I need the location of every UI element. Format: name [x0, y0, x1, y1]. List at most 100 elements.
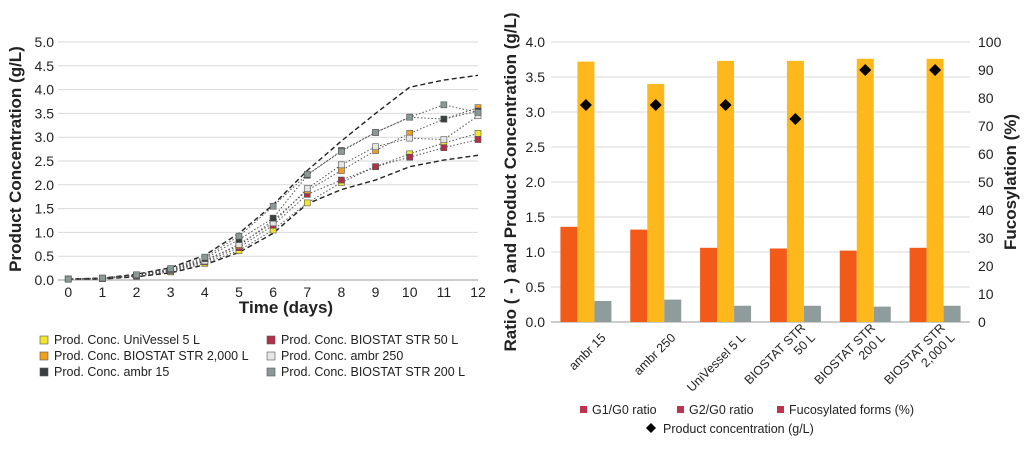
line-chart-point	[99, 274, 106, 282]
bar-chart-bar	[943, 305, 961, 322]
line-chart-legend-swatch	[39, 367, 49, 377]
bar-chart-legend-swatch	[677, 406, 684, 413]
line-chart-point	[338, 161, 345, 169]
bar-chart-y2-tick-label: 100	[978, 34, 1002, 50]
bar-chart-y-tick-label: 3.5	[526, 69, 546, 85]
bar-chart-bar	[630, 229, 648, 322]
line-chart-x-tick-label: 11	[437, 284, 452, 300]
bar-chart-bar	[717, 60, 735, 323]
line-chart-x-tick-label: 0	[64, 284, 72, 300]
line-chart-point	[440, 136, 448, 143]
line-chart-point	[338, 176, 345, 184]
line-chart-point	[406, 153, 414, 161]
bar-chart-y2-tick-label: 20	[978, 258, 994, 274]
line-chart-legend-swatch	[39, 335, 49, 345]
line-chart-y-ticks: 0.0 0.5 1.0 1.5 2.0 2.5 3.0 3.5 4.0 4.5 5.0	[35, 34, 55, 288]
bar-chart-bar	[577, 61, 595, 322]
line-chart-point	[338, 148, 345, 155]
line-chart-bounds	[68, 74, 479, 280]
line-chart-x-tick-label: 6	[269, 284, 277, 300]
line-chart-point	[201, 253, 209, 261]
line-chart-x-tick-label: 1	[98, 284, 106, 300]
line-chart-y-tick-label: 0.5	[35, 248, 55, 264]
bar-chart-gridlines	[551, 41, 970, 323]
bar-chart-y-tick-label: 0.5	[526, 279, 546, 295]
line-chart-legend-label: Prod. Conc. BIOSTAT STR 2,000 L	[54, 349, 249, 363]
line-chart-point	[440, 144, 448, 151]
bar-chart-bar	[926, 58, 944, 323]
bar-chart-y-tick-label: 0.0	[526, 314, 546, 330]
bar-chart-y-tick-label: 1.0	[526, 244, 546, 260]
bar-chart: 0.0 0.5 1.0 1.5 2.0 2.5 3.0 3.5 4.0 0 10 20 30 40 50 6…	[501, 12, 1020, 436]
bar-chart-category-label: ambr 250	[631, 331, 678, 378]
line-chart-y-tick-label: 4.5	[35, 58, 55, 74]
bar-chart-category-label: UniVessel 5 L	[684, 331, 748, 395]
line-chart-point	[474, 136, 482, 143]
bar-chart-y2-tick-label: 40	[978, 202, 994, 218]
bar-chart-legend-swatch	[580, 406, 587, 413]
bar-chart-y2-tick-label: 70	[978, 118, 994, 134]
line-chart-legend-label: Prod. Conc. ambr 15	[54, 365, 169, 379]
line-chart-point	[133, 271, 140, 279]
bar-chart-bar	[664, 299, 682, 322]
line-chart-y-tick-label: 1.5	[35, 201, 55, 217]
line-chart-y-axis-title: Product Concentration (g/L)	[6, 46, 25, 272]
line-chart-point	[303, 199, 311, 207]
line-chart-point	[269, 214, 277, 222]
bar-chart-y2-tick-label: 0	[978, 314, 986, 330]
line-chart-series-line	[68, 107, 479, 280]
bar-chart-y-tick-label: 3.0	[526, 104, 546, 120]
line-chart-legend-label: Prod. Conc. BIOSTAT STR 50 L	[281, 333, 458, 347]
line-chart-point	[372, 129, 379, 136]
line-chart-legend-label: Prod. Conc. ambr 250	[281, 349, 403, 363]
line-chart-y-tick-label: 4.0	[35, 82, 55, 98]
bar-chart-legend-marker-label: Product concentration (g/L)	[663, 422, 814, 436]
bar-chart-legend-label: G2/G0 ratio	[689, 403, 754, 417]
bar-chart-bar	[769, 248, 787, 322]
bar-chart-y-tick-label: 2.0	[526, 174, 546, 190]
bar-chart-marker	[719, 99, 732, 111]
bar-chart-legend-label: Fucosylated forms (%)	[789, 403, 914, 417]
bar-chart-bar	[839, 250, 857, 322]
bar-chart-marker	[929, 64, 942, 76]
bar-chart-bar	[734, 305, 752, 322]
line-chart-series-line	[68, 104, 479, 280]
bar-chart-legend: G1/G0 ratio G2/G0 ratio Fucosylated forms …	[580, 403, 914, 436]
line-chart-y-tick-label: 3.5	[35, 105, 55, 121]
bar-chart-legend-marker	[646, 423, 656, 433]
line-chart-point	[269, 202, 277, 210]
line-chart-legend-swatch	[266, 335, 276, 345]
bar-chart-marker	[579, 99, 592, 111]
bar-chart-bar	[803, 305, 821, 322]
bar-chart-bar	[873, 306, 891, 322]
bar-chart-category-label-line: UniVessel 5 L	[684, 331, 748, 395]
bar-chart-marker	[859, 64, 872, 76]
bar-chart-bar	[700, 247, 718, 322]
line-chart-x-tick-label: 9	[372, 284, 380, 300]
bar-chart-legend-label: G1/G0 ratio	[592, 403, 657, 417]
bar-chart-legend-swatch	[777, 406, 784, 413]
bar-chart-y2-tick-label: 60	[978, 146, 994, 162]
line-chart-point	[372, 143, 379, 151]
line-chart-legend-label: Prod. Conc. BIOSTAT STR 200 L	[281, 365, 465, 379]
line-chart-series-line	[68, 110, 479, 280]
line-chart-y-tick-label: 3.0	[35, 129, 55, 145]
bar-chart-marker	[789, 113, 802, 125]
line-chart-legend-label: Prod. Conc. UniVessel 5 L	[54, 333, 200, 347]
line-chart-legend-swatch	[266, 351, 276, 361]
line-chart-y-tick-label: 5.0	[35, 34, 55, 50]
line-chart-x-ticks: 0 1 2 3 4 5 6 7 8 9 10 11 12	[64, 284, 486, 300]
bar-chart-y-tick-label: 2.5	[526, 139, 546, 155]
line-chart-point	[64, 275, 72, 283]
line-chart-y-tick-label: 2.5	[35, 153, 55, 169]
line-chart-series-line	[68, 115, 479, 280]
bar-chart-y-tick-label: 1.5	[526, 209, 546, 225]
bar-chart-y2-ticks: 0 10 20 30 40 50 60 70 80 90 100	[978, 34, 1002, 330]
line-chart-x-tick-label: 8	[338, 284, 346, 300]
line-chart-series	[64, 101, 482, 283]
line-chart-x-tick-label: 12	[470, 284, 486, 300]
